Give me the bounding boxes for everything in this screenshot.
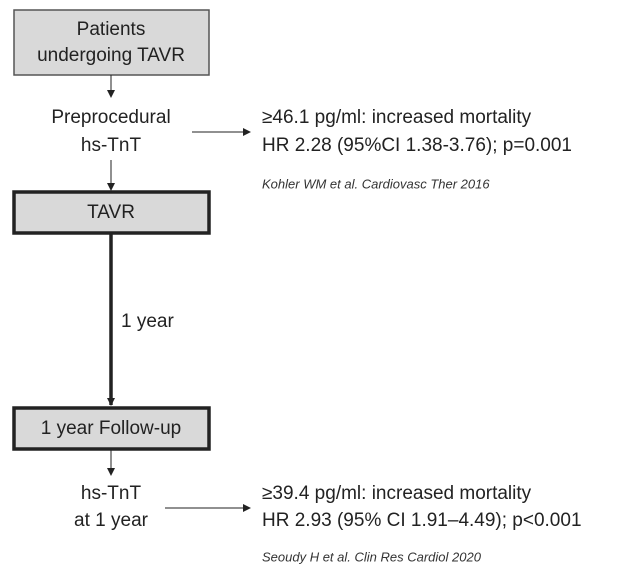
tavr-box [12,190,211,235]
finding-line: HR 2.28 (95%CI 1.38-3.76); p=0.001 [262,135,572,156]
followup-box [12,406,211,451]
reference: Kohler WM et al. Cardiovasc Ther 2016 [262,176,490,191]
node-label: 1 year Follow-up [41,418,181,439]
node-label: Preprocedural [51,107,170,128]
finding-line: ≥39.4 pg/ml: increased mortality [262,483,532,504]
finding-line: HR 2.93 (95% CI 1.91–4.49); p<0.001 [262,510,582,531]
finding-line: ≥46.1 pg/ml: increased mortality [262,107,532,128]
node-label: TAVR [87,202,135,223]
node-label: hs-TnT [81,135,142,156]
node-label: Patients [77,19,146,40]
node-label: at 1 year [74,510,149,531]
reference: Seoudy H et al. Clin Res Cardiol 2020 [262,549,482,564]
edge-label: 1 year [121,311,174,332]
node-label: undergoing TAVR [37,45,185,66]
start-box [13,9,210,76]
node-label: hs-TnT [81,483,142,504]
